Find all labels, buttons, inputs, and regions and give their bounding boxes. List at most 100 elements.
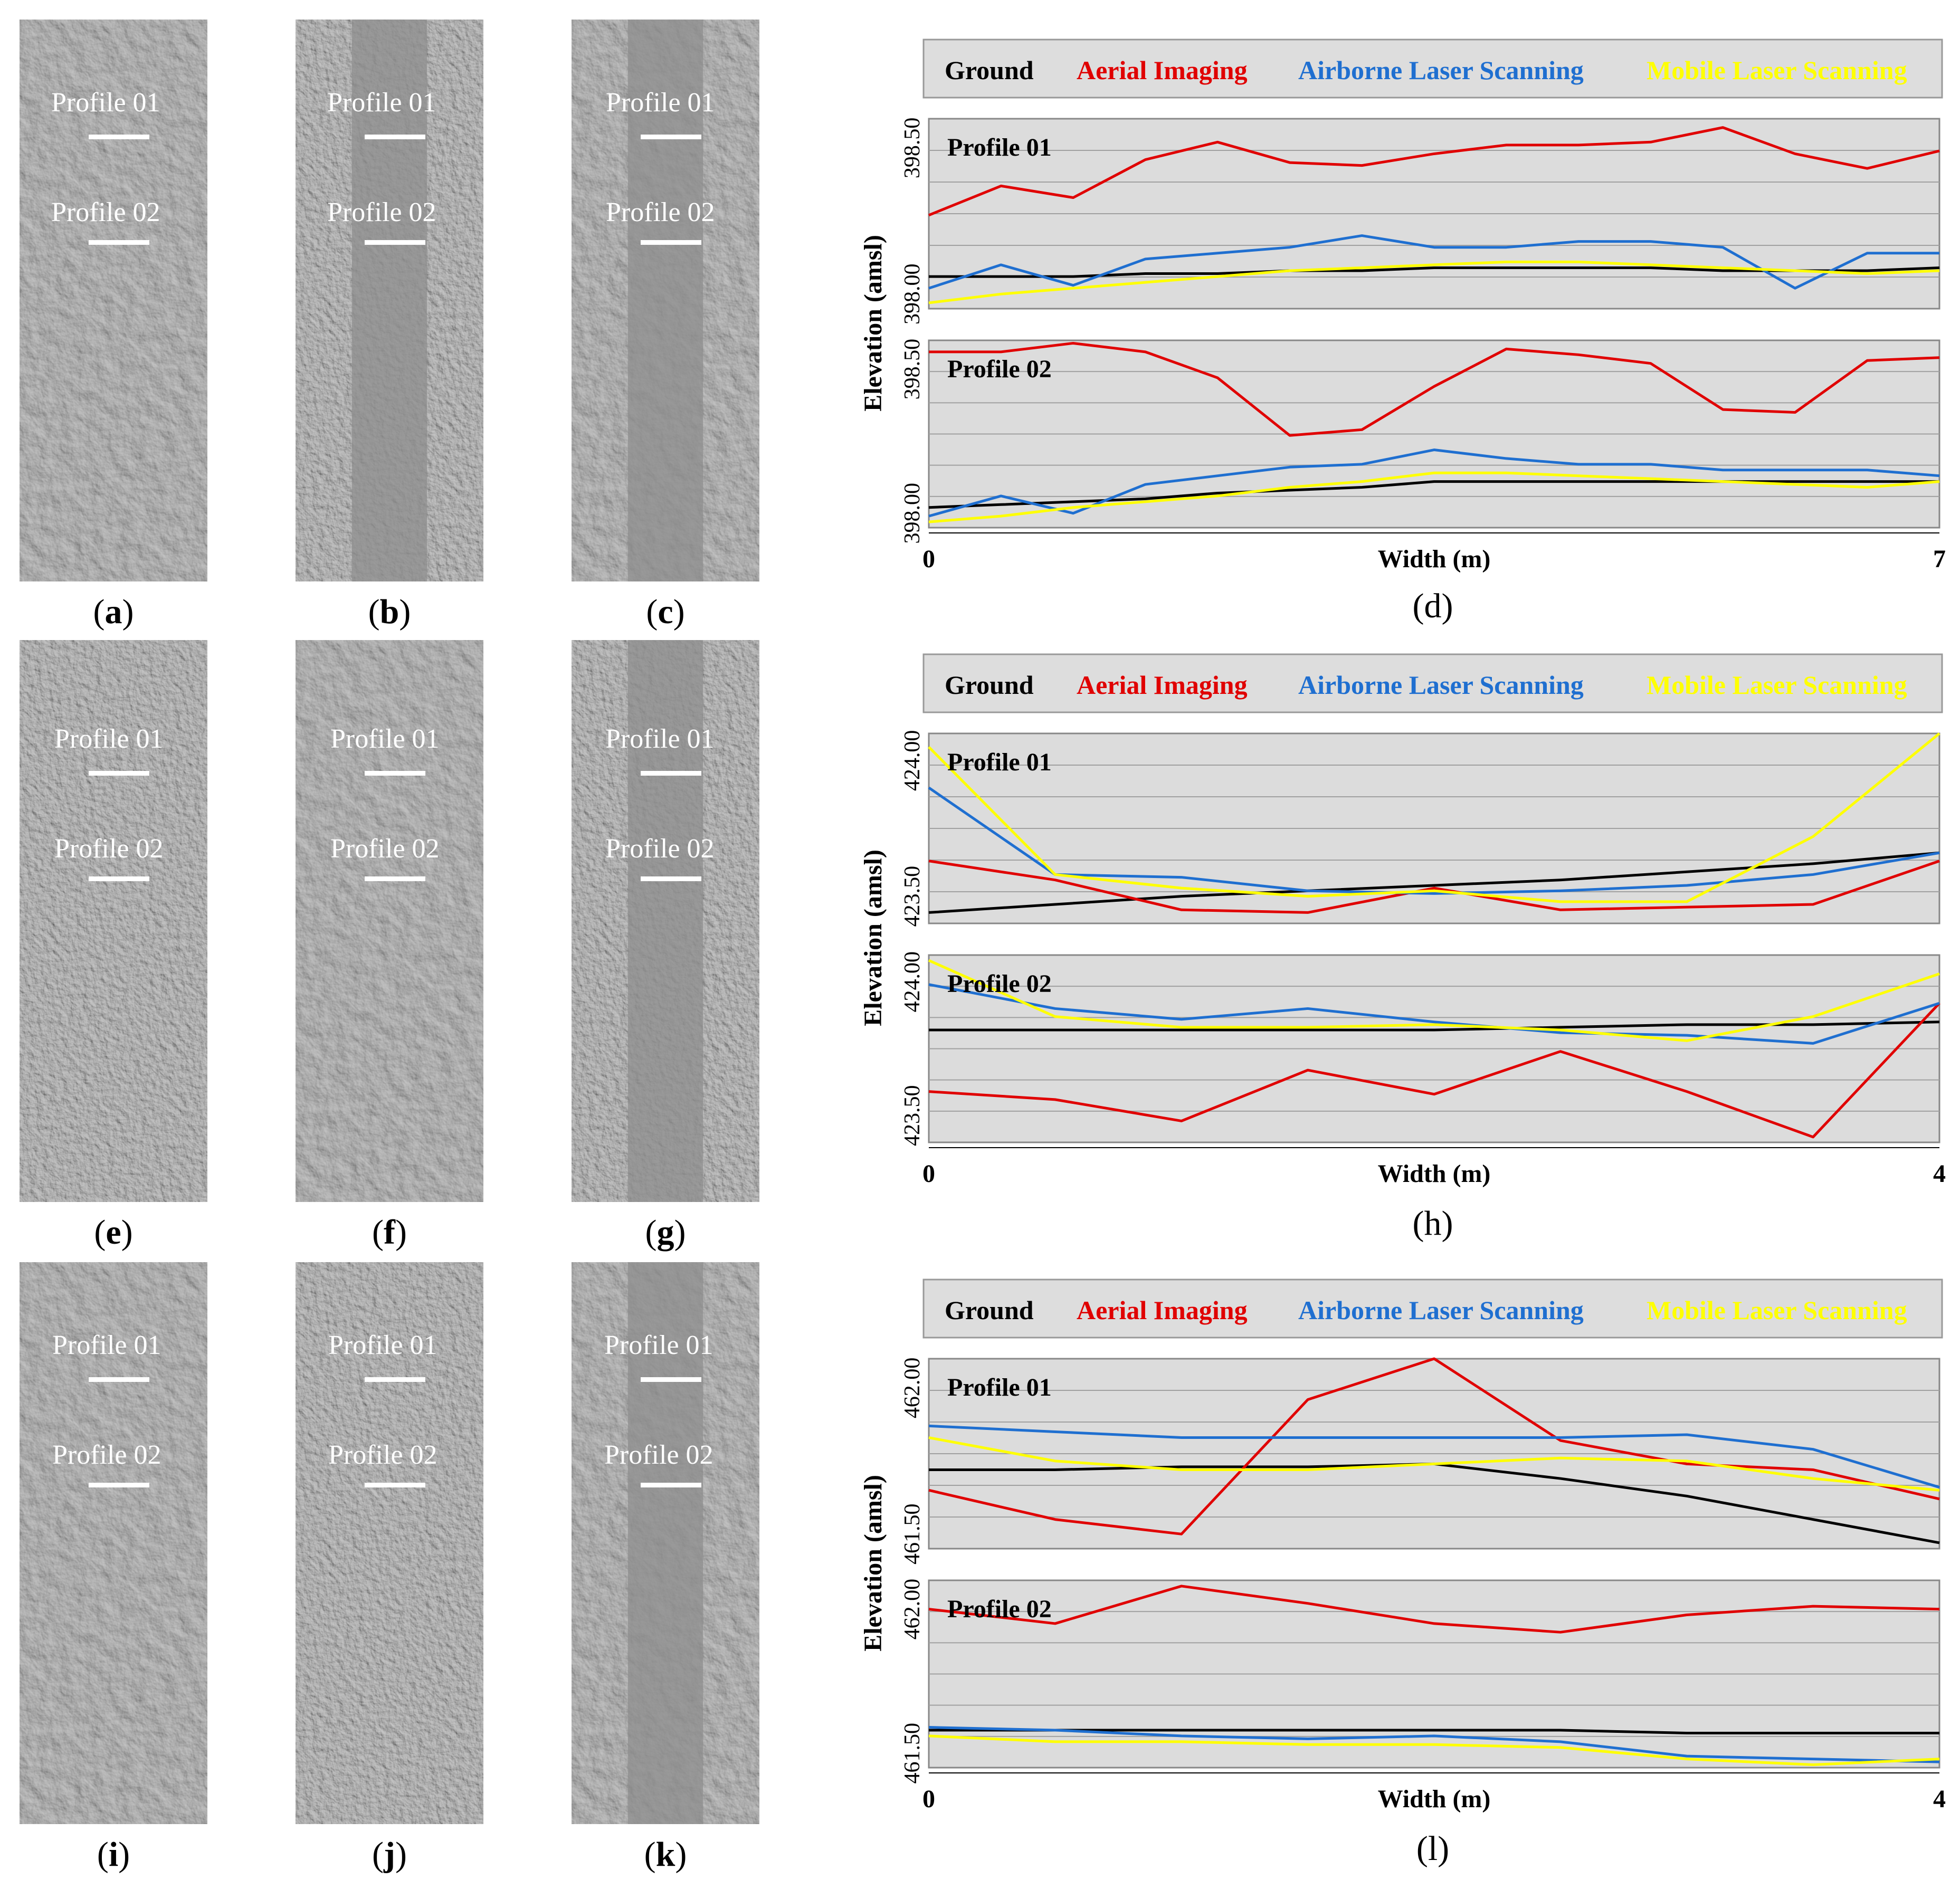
- x-tick-label: 4: [1933, 1785, 1946, 1813]
- y-tick-label: 423.50: [900, 866, 925, 927]
- y-tick-label: 398.00: [900, 264, 925, 325]
- profile-line-marker: [365, 876, 425, 881]
- legend-item-ground: Ground: [945, 55, 1034, 85]
- legend-item-ground: Ground: [945, 1295, 1034, 1325]
- profile-line-marker: [89, 1483, 149, 1487]
- profile-label: Profile 02: [605, 834, 715, 864]
- series-line-mobile-laser-scanning: [928, 1734, 1940, 1767]
- hillshade-texture: [572, 20, 759, 581]
- series-line-ground: [929, 1729, 1939, 1734]
- y-tick-label: 424.00: [900, 730, 925, 791]
- legend-item-mobile-laser-scanning: Mobile Laser Scanning: [1647, 55, 1907, 85]
- y-axis-label: Elevation (amsl): [859, 235, 887, 412]
- series-line-mobile-laser-scanning: [928, 260, 1940, 304]
- profile-label: Profile 01: [330, 724, 440, 754]
- hillshade-texture: [572, 1262, 759, 1824]
- road-surface: [627, 1262, 703, 1824]
- profile-label: Profile 01: [605, 724, 715, 754]
- profile-label: Profile 02: [51, 197, 160, 227]
- y-tick-label: 424.00: [900, 951, 925, 1013]
- profile-label: Profile 01: [606, 88, 715, 118]
- profile-label: Profile 02: [327, 197, 436, 227]
- subplot-1: 461.50 462.00 Profile 01: [900, 1357, 1940, 1565]
- subplot-2: 398.00 398.50 Profile 02: [900, 339, 1940, 544]
- chart-l: Ground Aerial Imaging Airborne Laser Scann…: [859, 1279, 1946, 1868]
- subplot-2: 461.50 462.00 Profile 02: [900, 1579, 1940, 1784]
- x-tick-label: 7: [1933, 545, 1946, 573]
- x-tick-label: 0: [922, 1785, 935, 1813]
- series-line-airborne-laser-scanning: [928, 786, 1940, 895]
- y-tick-label: 462.00: [900, 1358, 925, 1419]
- legend-item-mobile-laser-scanning: Mobile Laser Scanning: [1647, 1295, 1907, 1325]
- series-line-aerial-imaging: [928, 126, 1940, 217]
- chart-caption: (h): [1413, 1204, 1453, 1243]
- series-line-ground: [928, 480, 1939, 509]
- profile-line-marker: [89, 876, 149, 881]
- panel-caption: (b): [368, 593, 411, 631]
- panel-caption: (k): [644, 1835, 687, 1874]
- profile-line-marker: [641, 1483, 701, 1487]
- profile-line-marker: [365, 771, 425, 776]
- subplot-label: Profile 02: [947, 970, 1052, 998]
- profile-line-marker: [641, 876, 701, 881]
- x-tick-label: 4: [1933, 1160, 1946, 1188]
- subplot-label: Profile 01: [947, 748, 1052, 776]
- profile-label: Profile 02: [604, 1440, 713, 1470]
- hillshade-panel-e: Profile 01 Profile 02: [20, 640, 207, 1202]
- legend-item-aerial-imaging: Aerial Imaging: [1077, 670, 1248, 700]
- profile-line-marker: [365, 135, 425, 139]
- y-tick-label: 461.50: [900, 1504, 925, 1565]
- legend-item-airborne-laser-scanning: Airborne Laser Scanning: [1298, 1295, 1584, 1325]
- profile-label: Profile 01: [52, 1330, 161, 1360]
- x-axis-label: Width (m): [1378, 545, 1491, 573]
- hillshade-panel-a: Profile 01 Profile 02: [20, 20, 207, 581]
- series-line-ground: [928, 851, 1940, 914]
- x-tick-label: 0: [922, 545, 935, 573]
- legend-box: [922, 39, 1943, 99]
- x-axis-label: Width (m): [1378, 1160, 1491, 1188]
- profile-label: Profile 02: [52, 1440, 161, 1470]
- panel-caption: (j): [372, 1835, 407, 1874]
- series-line-airborne-laser-scanning: [928, 234, 1939, 290]
- series-line-mobile-laser-scanning: [928, 959, 1940, 1042]
- subplot-label: Profile 02: [947, 1595, 1052, 1623]
- hillshade-surface: [20, 640, 207, 1202]
- subplot-label: Profile 01: [947, 133, 1052, 161]
- hillshade-texture: [572, 640, 759, 1202]
- hillshade-panel-b: Profile 01 Profile 02: [296, 20, 483, 581]
- series-line-aerial-imaging: [928, 860, 1940, 914]
- profile-line-marker: [365, 1483, 425, 1487]
- legend-item-airborne-laser-scanning: Airborne Laser Scanning: [1298, 670, 1584, 700]
- hillshade-texture: [296, 1262, 483, 1824]
- series-line-aerial-imaging: [928, 1002, 1940, 1139]
- profile-line-marker: [365, 240, 425, 245]
- series-line-airborne-laser-scanning: [928, 1424, 1940, 1489]
- hillshade-texture: [296, 640, 483, 1202]
- profile-line-marker: [641, 135, 701, 139]
- hillshade-panel-f: Profile 01 Profile 02: [296, 640, 483, 1202]
- panel-caption: (i): [97, 1835, 130, 1874]
- chart-h: Ground Aerial Imaging Airborne Laser Scann…: [859, 653, 1946, 1243]
- hillshade-panel-c: Profile 01 Profile 02: [572, 20, 759, 581]
- y-tick-label: 461.50: [900, 1723, 925, 1784]
- y-tick-label: 462.00: [900, 1579, 925, 1640]
- y-axis-label: Elevation (amsl): [859, 850, 887, 1026]
- profile-label: Profile 01: [604, 1330, 713, 1360]
- hillshade-texture: [296, 20, 483, 581]
- y-tick-label: 423.50: [900, 1085, 925, 1147]
- subplot-1: 398.00 398.50 Profile 01: [900, 118, 1940, 325]
- series-line-mobile-laser-scanning: [928, 732, 1940, 903]
- panel-caption: (e): [94, 1213, 133, 1252]
- profile-label: Profile 01: [328, 1330, 437, 1360]
- x-axis-label: Width (m): [1378, 1785, 1491, 1813]
- hillshade-panel-k: Profile 01 Profile 02: [572, 1262, 759, 1824]
- y-tick-label: 398.00: [900, 483, 925, 544]
- hillshade-texture: [20, 640, 207, 1202]
- legend-box: [922, 1279, 1943, 1339]
- profile-line-marker: [89, 240, 149, 245]
- series-line-mobile-laser-scanning: [928, 1436, 1940, 1492]
- hillshade-surface: [20, 20, 207, 581]
- profile-line-marker: [89, 135, 149, 139]
- road-surface: [627, 640, 703, 1202]
